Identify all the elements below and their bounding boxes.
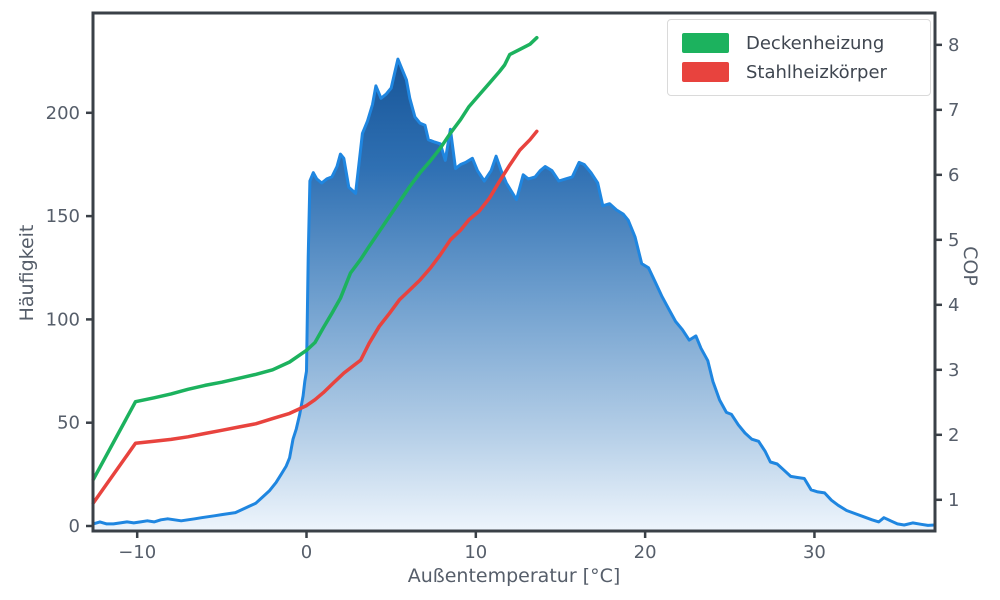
- legend-item-stahlheizkoerper: Stahlheizkörper: [682, 60, 916, 84]
- x-tick-label: 10: [464, 542, 487, 563]
- y-tick-label-right: 7: [948, 100, 959, 121]
- legend: Deckenheizung Stahlheizkörper: [667, 19, 931, 96]
- histogram-area: [93, 59, 935, 531]
- x-tick-label: 20: [634, 542, 657, 563]
- y-tick-label-right: 3: [948, 360, 959, 381]
- y-tick-label-right: 2: [948, 425, 959, 446]
- y-tick-label-left: 150: [46, 206, 80, 227]
- legend-label: Deckenheizung: [746, 32, 885, 54]
- histogram-outline: [91, 57, 937, 527]
- y-tick-label-left: 100: [46, 309, 80, 330]
- line-deckenheizung: [91, 35, 539, 482]
- legend-label: Stahlheizkörper: [746, 61, 887, 83]
- x-tick-label: 0: [301, 542, 312, 563]
- legend-item-deckenheizung: Deckenheizung: [682, 31, 916, 55]
- legend-swatch-green: [682, 33, 729, 53]
- y-axis-label-left: Häufigkeit: [16, 224, 38, 322]
- y-tick-label-right: 5: [948, 230, 959, 251]
- y-tick-label-right: 6: [948, 165, 959, 186]
- x-tick-label: −10: [118, 542, 156, 563]
- y-tick-label-left: 50: [57, 413, 80, 434]
- y-tick-label-right: 1: [948, 490, 959, 511]
- y-tick-label-left: 0: [69, 516, 80, 537]
- line-stahlheizk-rper: [91, 129, 539, 505]
- legend-swatch-red: [682, 62, 729, 82]
- x-tick-label: 30: [803, 542, 826, 563]
- y-axis-label-right: COP: [959, 246, 981, 286]
- y-tick-label-left: 200: [46, 103, 80, 124]
- y-tick-label-right: 8: [948, 35, 959, 56]
- x-axis-label: Außentemperatur [°C]: [407, 565, 621, 587]
- y-tick-label-right: 4: [948, 295, 959, 316]
- plot-border: [91, 11, 937, 533]
